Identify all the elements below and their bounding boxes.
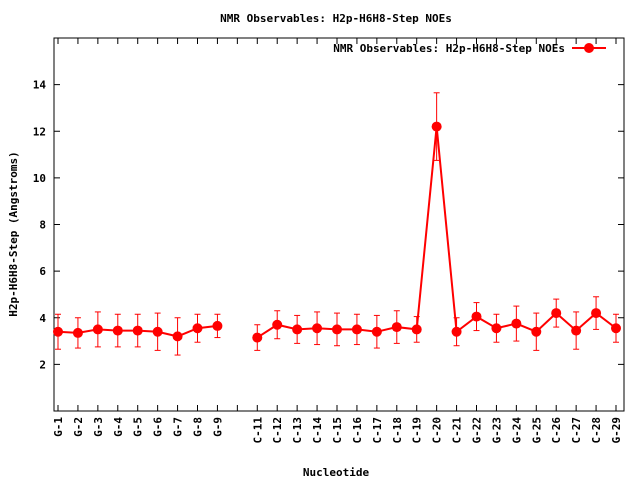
x-tick-label: C-19	[411, 417, 424, 444]
x-tick-label: C-13	[291, 417, 304, 444]
x-tick-label: C-21	[451, 417, 464, 444]
data-point	[511, 318, 522, 329]
data-point	[53, 326, 63, 337]
data-point	[531, 326, 542, 337]
data-point	[132, 325, 143, 336]
data-point	[292, 324, 303, 335]
data-point	[371, 326, 382, 337]
x-tick-label: G-4	[112, 417, 125, 437]
data-point	[591, 308, 602, 319]
y-tick-label: 4	[39, 312, 46, 325]
x-tick-label: C-16	[351, 417, 364, 444]
y-tick-label: 6	[39, 265, 46, 278]
x-tick-label: C-17	[371, 417, 384, 444]
data-point	[571, 325, 582, 336]
chart-title: NMR Observables: H2p-H6H8-Step NOEs	[220, 12, 452, 25]
x-tick-label: C-18	[391, 417, 404, 444]
x-tick-label: C-12	[271, 417, 284, 444]
x-tick-label: G-2	[72, 417, 85, 437]
x-tick-label: C-28	[590, 417, 603, 444]
x-tick-label: G-23	[490, 417, 503, 444]
data-point	[92, 324, 103, 335]
y-tick-label: 12	[33, 125, 46, 138]
x-tick-label: C-11	[251, 417, 264, 444]
data-point	[451, 326, 462, 337]
data-point	[272, 319, 283, 330]
x-tick-label: G-3	[92, 417, 105, 437]
data-point	[611, 323, 621, 334]
x-tick-label: G-22	[471, 417, 484, 444]
data-point	[312, 323, 323, 334]
data-point	[72, 327, 83, 338]
x-tick-label: G-1	[52, 417, 65, 437]
x-tick-label: G-9	[211, 417, 224, 437]
legend-marker	[584, 43, 594, 53]
x-tick-label: C-20	[431, 417, 444, 444]
data-point	[252, 332, 263, 343]
data-point	[332, 324, 342, 335]
data-point	[431, 121, 442, 132]
y-tick-label: 14	[33, 79, 47, 92]
x-axis-label: Nucleotide	[303, 466, 370, 479]
data-point	[212, 320, 223, 331]
data-point	[152, 326, 163, 337]
legend: NMR Observables: H2p-H6H8-Step NOEs	[333, 42, 565, 55]
x-tick-label: G-6	[152, 417, 165, 437]
data-point	[112, 325, 123, 336]
data-point	[411, 324, 422, 335]
y-tick-label: 2	[39, 358, 46, 371]
x-tick-label: C-27	[570, 417, 583, 444]
data-point	[471, 311, 482, 322]
x-tick-label: G-8	[192, 417, 205, 437]
data-point	[491, 323, 502, 334]
x-tick-label: C-15	[331, 417, 344, 444]
data-point	[192, 323, 203, 334]
data-point	[551, 308, 562, 319]
data-point	[172, 331, 183, 342]
y-tick-label: 8	[39, 219, 46, 232]
data-point	[351, 324, 362, 335]
x-tick-label: C-26	[550, 417, 563, 444]
x-tick-label: G-29	[610, 417, 623, 444]
x-tick-label: G-25	[530, 417, 543, 444]
x-tick-label: G-24	[510, 417, 523, 444]
x-tick-label: G-7	[172, 417, 185, 437]
x-tick-label: C-14	[311, 417, 324, 444]
y-axis-label: H2p-H6H8-Step (Angstroms)	[7, 151, 20, 317]
y-tick-label: 10	[33, 172, 46, 185]
plot-area: 2 4 6 8 10 12 14 G-1 G-2 G-3 G-4 G-5 G-6 G-7 G-8 G-9 C-1…	[33, 37, 625, 444]
data-point	[391, 322, 402, 333]
plot-frame	[53, 37, 625, 412]
x-tick-label: G-5	[132, 417, 145, 437]
legend-label: NMR Observables: H2p-H6H8-Step NOEs	[333, 42, 565, 55]
